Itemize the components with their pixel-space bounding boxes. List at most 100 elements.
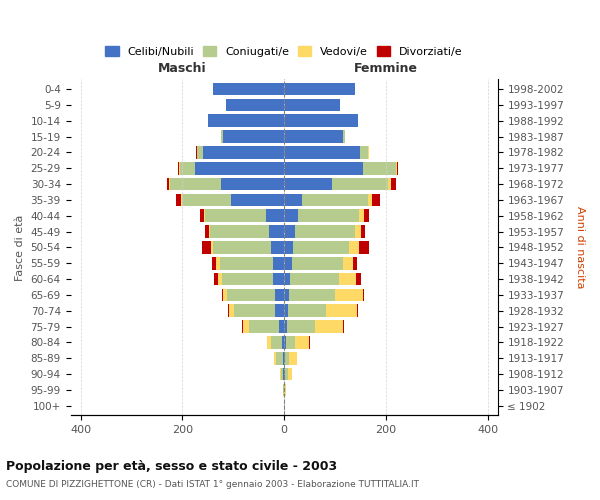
Bar bbox=[170, 178, 221, 190]
Bar bbox=[284, 146, 361, 158]
Bar bbox=[356, 272, 361, 285]
Bar bbox=[286, 336, 295, 349]
Bar bbox=[195, 162, 284, 174]
Bar bbox=[298, 210, 359, 222]
Bar bbox=[222, 272, 273, 285]
Bar bbox=[221, 130, 223, 143]
Bar bbox=[396, 162, 397, 174]
Bar bbox=[338, 272, 356, 285]
Bar bbox=[343, 257, 353, 270]
Bar bbox=[181, 194, 182, 206]
Text: Maschi: Maschi bbox=[158, 62, 207, 74]
Bar bbox=[167, 178, 169, 190]
Bar bbox=[284, 162, 363, 174]
Bar bbox=[223, 288, 227, 301]
Text: Femmine: Femmine bbox=[354, 62, 418, 74]
Bar bbox=[283, 368, 284, 380]
Bar bbox=[391, 178, 396, 190]
Bar bbox=[227, 288, 275, 301]
Bar bbox=[284, 241, 293, 254]
Bar bbox=[208, 114, 284, 127]
Bar bbox=[212, 257, 217, 270]
Bar bbox=[284, 194, 302, 206]
Bar bbox=[211, 225, 269, 238]
Y-axis label: Fasce di età: Fasce di età bbox=[15, 214, 25, 280]
Bar bbox=[218, 272, 222, 285]
Bar bbox=[326, 304, 357, 317]
Bar bbox=[332, 178, 388, 190]
Bar bbox=[281, 368, 283, 380]
Bar bbox=[284, 336, 286, 349]
Bar bbox=[284, 130, 343, 143]
Bar bbox=[343, 320, 344, 333]
Bar bbox=[205, 225, 209, 238]
Bar bbox=[293, 241, 349, 254]
Bar bbox=[285, 352, 289, 364]
Bar bbox=[281, 336, 284, 349]
Bar bbox=[363, 288, 364, 301]
Bar bbox=[213, 241, 271, 254]
Bar bbox=[268, 336, 271, 349]
Bar bbox=[359, 210, 364, 222]
Bar bbox=[289, 288, 335, 301]
Bar bbox=[284, 82, 355, 96]
Bar bbox=[284, 114, 358, 127]
Bar bbox=[284, 288, 289, 301]
Bar bbox=[355, 225, 361, 238]
Bar bbox=[248, 320, 279, 333]
Bar bbox=[180, 162, 195, 174]
Bar bbox=[228, 304, 229, 317]
Bar bbox=[234, 304, 275, 317]
Bar bbox=[372, 194, 380, 206]
Bar bbox=[335, 288, 363, 301]
Text: COMUNE DI PIZZIGHETTONE (CR) - Dati ISTAT 1° gennaio 2003 - Elaborazione TUTTITA: COMUNE DI PIZZIGHETTONE (CR) - Dati ISTA… bbox=[6, 480, 419, 489]
Bar bbox=[284, 304, 288, 317]
Bar bbox=[284, 384, 285, 396]
Bar bbox=[295, 336, 309, 349]
Bar bbox=[197, 146, 203, 158]
Bar bbox=[269, 225, 284, 238]
Bar bbox=[274, 352, 277, 364]
Bar bbox=[287, 368, 292, 380]
Bar bbox=[203, 146, 284, 158]
Bar bbox=[363, 162, 396, 174]
Bar bbox=[221, 178, 284, 190]
Bar bbox=[266, 210, 284, 222]
Bar bbox=[359, 241, 368, 254]
Bar bbox=[284, 320, 287, 333]
Bar bbox=[229, 304, 234, 317]
Bar bbox=[275, 304, 284, 317]
Bar bbox=[275, 288, 284, 301]
Bar bbox=[213, 82, 284, 96]
Bar bbox=[292, 257, 343, 270]
Bar bbox=[277, 352, 283, 364]
Bar bbox=[283, 384, 284, 396]
Bar bbox=[280, 368, 281, 380]
Bar bbox=[242, 320, 244, 333]
Bar bbox=[283, 352, 284, 364]
Bar bbox=[285, 368, 287, 380]
Bar bbox=[205, 210, 266, 222]
Legend: Celibi/Nubili, Coniugati/e, Vedovi/e, Divorziati/e: Celibi/Nubili, Coniugati/e, Vedovi/e, Di… bbox=[101, 42, 467, 61]
Bar bbox=[221, 288, 223, 301]
Bar bbox=[388, 178, 391, 190]
Bar bbox=[178, 162, 179, 174]
Bar bbox=[290, 272, 338, 285]
Bar bbox=[284, 272, 290, 285]
Bar bbox=[287, 320, 314, 333]
Bar bbox=[361, 146, 368, 158]
Bar bbox=[176, 194, 181, 206]
Bar bbox=[364, 210, 368, 222]
Bar bbox=[288, 304, 326, 317]
Bar bbox=[361, 225, 365, 238]
Bar bbox=[209, 225, 211, 238]
Bar bbox=[271, 241, 284, 254]
Bar bbox=[368, 194, 372, 206]
Bar bbox=[284, 225, 295, 238]
Bar bbox=[284, 178, 332, 190]
Bar bbox=[220, 257, 273, 270]
Bar bbox=[211, 241, 213, 254]
Bar bbox=[271, 336, 281, 349]
Bar bbox=[397, 162, 398, 174]
Bar bbox=[214, 272, 218, 285]
